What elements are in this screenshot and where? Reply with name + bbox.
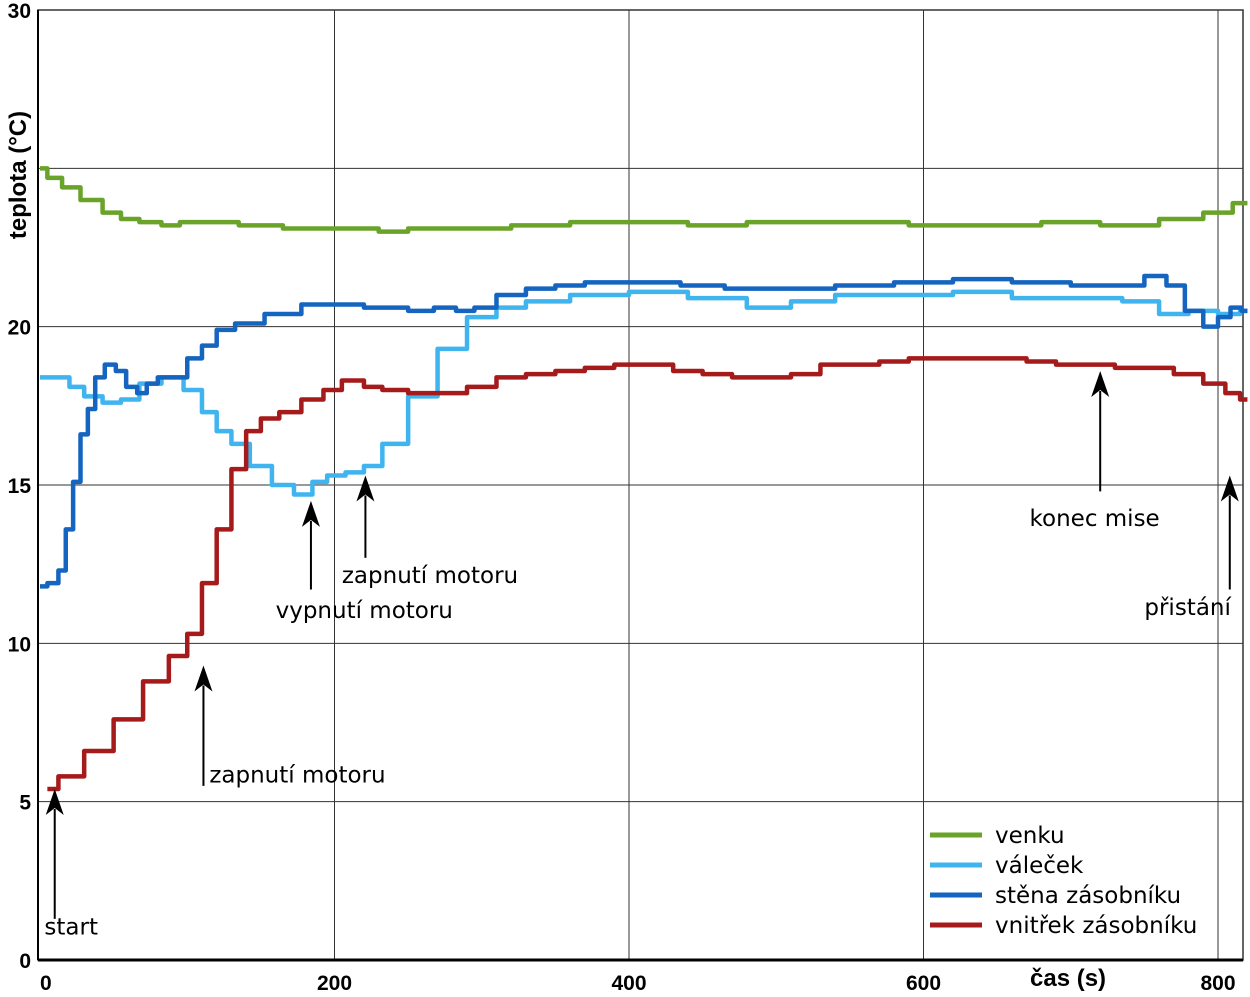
- x-tick-label: 400: [611, 972, 646, 995]
- series-line-stěna-zásobníku: [40, 273, 1248, 589]
- annotations: start zapnutí motoru vypnutí motoru zapnutí…: [44, 371, 1239, 941]
- y-tick-label: 20: [8, 317, 31, 340]
- x-tick-label: 0: [40, 972, 52, 995]
- axis-ticks: 0 5 10 15 20 30 0 200 400 600 800: [8, 0, 1236, 995]
- grid: [37, 9, 1244, 962]
- legend-label: vnitřek zásobníku: [995, 913, 1197, 939]
- series-line-venku: [40, 166, 1248, 234]
- annotation-arrow-head: [45, 789, 64, 815]
- y-tick-label: 30: [8, 0, 31, 23]
- y-axis-label: teplota (°C): [5, 111, 32, 239]
- y-tick-label: 15: [8, 475, 32, 498]
- y-tick-label: 5: [19, 792, 31, 815]
- y-tick-label: 0: [19, 950, 31, 973]
- series-line-vnitřek-zásobníku: [47, 356, 1248, 792]
- annotation-label: přistání: [1144, 595, 1231, 621]
- annotation-arrow-head: [1091, 371, 1110, 397]
- legend-label: venku: [995, 823, 1065, 849]
- annotation-label: start: [44, 915, 98, 941]
- annotation-label: zapnutí motoru: [209, 763, 385, 789]
- annotation-arrow-head: [301, 500, 320, 527]
- annotation-arrow-head: [194, 665, 213, 692]
- annotation-label: zapnutí motoru: [342, 563, 518, 589]
- y-tick-label: 10: [8, 633, 31, 656]
- annotation-label: vypnutí motoru: [276, 598, 453, 624]
- x-tick-label: 200: [317, 972, 352, 995]
- annotation-arrow-head: [1220, 475, 1239, 502]
- series-lines: [40, 166, 1248, 792]
- x-tick-label: 600: [906, 972, 941, 995]
- x-tick-label: 800: [1200, 972, 1235, 995]
- legend-label: stěna zásobníku: [995, 883, 1181, 909]
- legend: venku váleček stěna zásobníku vnitřek zásob…: [930, 823, 1197, 939]
- annotation-label: konec mise: [1030, 506, 1160, 532]
- x-axis-label: čas (s): [1030, 965, 1106, 992]
- legend-label: váleček: [995, 853, 1084, 879]
- annotation-arrow-head: [356, 475, 375, 502]
